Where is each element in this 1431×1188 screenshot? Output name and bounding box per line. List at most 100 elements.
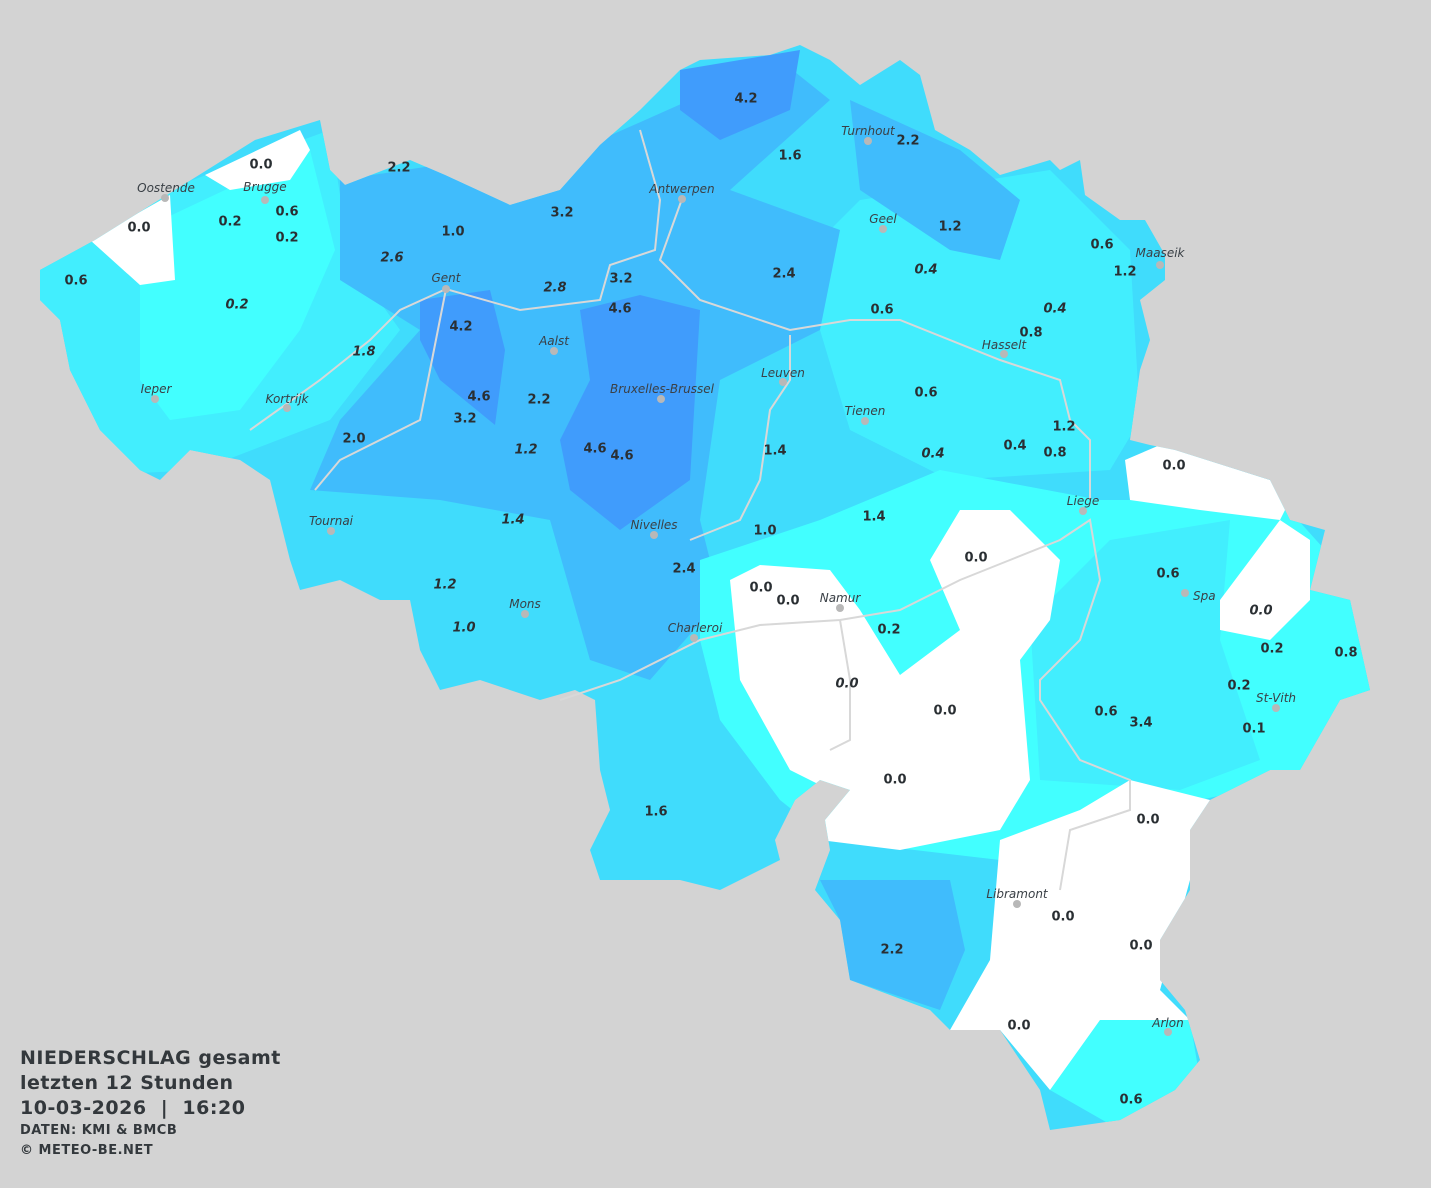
precipitation-value: 0.6 (1090, 238, 1113, 253)
precipitation-value: 0.0 (964, 551, 987, 566)
precipitation-value: 2.0 (342, 432, 365, 447)
city-dot (657, 395, 665, 403)
city-label: Aalst (538, 334, 570, 348)
city-dot (1000, 350, 1008, 358)
city-label: Nivelles (630, 518, 677, 532)
precipitation-value: 0.6 (1119, 1093, 1142, 1108)
river-dyle (689, 335, 791, 541)
fill-zero-luxembourg (950, 780, 1210, 1090)
precipitation-value: 0.4 (1003, 439, 1026, 454)
precipitation-value: 3.2 (453, 412, 476, 427)
fill-zero-coast (90, 130, 310, 285)
fill-level4-south (820, 880, 965, 1010)
precipitation-value: 0.6 (275, 205, 298, 220)
city-label: Brugge (243, 180, 286, 194)
precipitation-value: 2.4 (772, 267, 795, 282)
city-dot (650, 531, 658, 539)
city-dot (678, 195, 686, 203)
map-datetime: 10-03-2026 | 16:20 (20, 1097, 246, 1119)
precipitation-value: 1.6 (644, 805, 667, 820)
city-label: Charleroi (668, 621, 723, 635)
city-dot (521, 610, 529, 618)
precipitation-value: 3.4 (1129, 716, 1152, 731)
precipitation-value: 0.0 (1007, 1019, 1030, 1034)
fill-level5-brussels (560, 295, 700, 530)
precipitation-value: 2.2 (896, 134, 919, 149)
data-source: DATEN: KMI & BMCB (20, 1123, 178, 1138)
precipitation-value: 2.8 (543, 281, 566, 296)
precipitation-value: 0.2 (1260, 642, 1283, 657)
precipitation-value: 1.0 (441, 225, 464, 240)
precipitation-value: 4.6 (583, 442, 606, 457)
precipitation-value: 0.1 (1242, 722, 1265, 737)
precipitation-value: 0.6 (64, 274, 87, 289)
city-markers: Oostende Brugge Gent Antwerpen Aalst Bruxelle… (137, 124, 1296, 1036)
city-label: Antwerpen (648, 182, 714, 196)
city-label: Kortrijk (266, 392, 310, 406)
fill-level2-ardennes (1030, 520, 1260, 790)
city-label: Oostende (137, 181, 195, 195)
city-label: Bruxelles-Brussel (610, 382, 715, 396)
precipitation-value: 0.0 (1051, 910, 1074, 925)
precipitation-value: 4.2 (449, 320, 472, 335)
precipitation-value: 4.6 (610, 449, 633, 464)
city-label: Gent (432, 271, 462, 285)
precipitation-value: 1.2 (514, 443, 537, 458)
map-title: NIEDERSCHLAG gesamt (20, 1047, 281, 1069)
precipitation-value: 0.0 (127, 221, 150, 236)
precipitation-value: 1.2 (433, 578, 456, 593)
precipitation-value: 2.2 (527, 393, 550, 408)
city-label: Tournai (309, 514, 354, 528)
city-dot (1156, 261, 1164, 269)
precipitation-value: 2.6 (380, 251, 403, 266)
city-dot (861, 417, 869, 425)
precipitation-value: 4.6 (467, 390, 490, 405)
precipitation-value: 1.4 (862, 510, 885, 525)
precipitation-value: 0.0 (749, 581, 772, 596)
fill-level4-ne (850, 100, 1020, 260)
city-dot (690, 634, 698, 642)
city-dot (836, 604, 844, 612)
precipitation-value: 1.2 (1113, 265, 1136, 280)
fill-level5-gent (420, 290, 505, 425)
fill-level5-antwerp (680, 50, 800, 140)
precipitation-value: 0.6 (1094, 705, 1117, 720)
precipitation-value: 1.0 (753, 524, 776, 539)
city-label: Maaseik (1136, 246, 1186, 260)
map-legend: NIEDERSCHLAG gesamt letzten 12 Stunden 1… (20, 1046, 281, 1161)
precipitation-value: 1.8 (352, 345, 375, 360)
city-label: St-Vith (1256, 691, 1296, 705)
city-dot (327, 527, 335, 535)
fill-level4-central (310, 60, 840, 680)
precipitation-value: 0.6 (914, 386, 937, 401)
precipitation-value: 1.2 (1052, 420, 1075, 435)
city-dot (1164, 1028, 1172, 1036)
precipitation-value: 0.4 (921, 447, 944, 462)
precipitation-value: 0.0 (249, 158, 272, 173)
fill-zero-liege (1125, 445, 1310, 640)
city-label: Libramont (986, 887, 1049, 901)
precipitation-value: 1.2 (938, 220, 961, 235)
precipitation-value: 0.4 (1043, 302, 1066, 317)
precipitation-value: 1.4 (763, 444, 786, 459)
precipitation-value: 0.2 (218, 215, 241, 230)
city-dot (283, 404, 291, 412)
city-label: Tienen (845, 404, 886, 418)
precipitation-value: 1.6 (778, 149, 801, 164)
city-dot (1272, 704, 1280, 712)
precipitation-value: 2.2 (880, 943, 903, 958)
city-dot (161, 194, 169, 202)
precipitation-value: 1.4 (501, 513, 524, 528)
river-leie (314, 288, 447, 491)
city-label: Arlon (1151, 1016, 1183, 1030)
city-label: Spa (1193, 589, 1216, 603)
city-dot (1079, 507, 1087, 515)
city-label: Hasselt (982, 338, 1028, 352)
precipitation-value: 0.2 (1227, 679, 1250, 694)
city-dot (151, 395, 159, 403)
precipitation-value: 0.8 (1019, 326, 1042, 341)
city-label: Ieper (141, 382, 173, 396)
precipitation-value: 0.8 (1334, 646, 1357, 661)
